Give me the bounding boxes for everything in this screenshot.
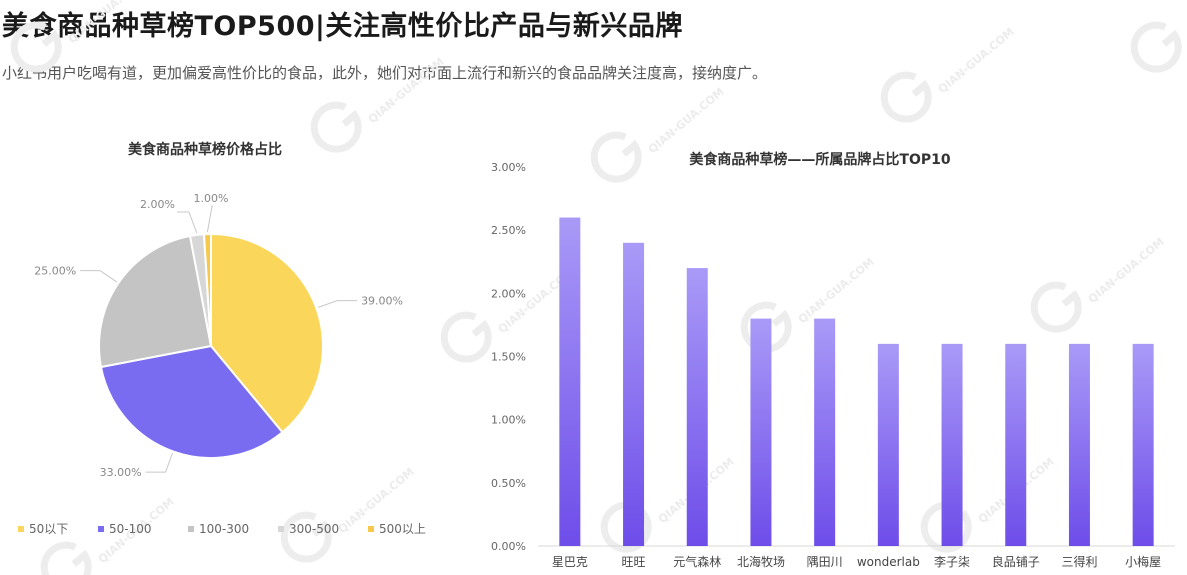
pie-legend-item: 100-300 (188, 522, 249, 536)
bar-x-tick-label: 李子柒 (934, 554, 970, 569)
watermark-text: QIAN-GUA.COM (796, 255, 877, 326)
page-title: 美食商品种草榜TOP500|关注高性价比产品与新兴品牌 (2, 11, 683, 42)
watermark-text: QIAN-GUA.COM (936, 25, 1017, 96)
bar-x-tick-label: 星巴克 (552, 555, 588, 569)
legend-label: 500以上 (379, 522, 426, 536)
pie-data-label: 2.00% (140, 198, 175, 211)
bar (1068, 343, 1090, 546)
bar-x-tick-label: wonderlab (857, 555, 920, 569)
pie-legend-item: 50-100 (98, 522, 152, 536)
pie-legend-item: 300-500 (278, 522, 339, 536)
bar (1132, 343, 1154, 546)
bar-y-tick-label: 0.50% (491, 477, 526, 490)
page-subtitle: 小红书用户吃喝有道，更加偏爱高性价比的食品，此外，她们对市面上流行和新兴的食品品… (2, 64, 768, 82)
bar-chart-title: 美食商品种草榜——所属品牌占比TOP10 (689, 151, 950, 168)
pie-legend: 50以下 50-100 100-300 300-500 500以上 (18, 522, 426, 536)
pie-legend-item: 50以下 (18, 522, 68, 536)
watermark-text: QIAN-GUA.COM (1086, 235, 1167, 306)
bar-y-tick-label: 1.00% (491, 414, 526, 427)
bar-y-tick-label: 1.50% (491, 351, 526, 364)
pie-leader-line (145, 453, 173, 473)
bar-y-tick-label: 2.50% (491, 224, 526, 237)
watermark: QIAN-GUA.COM (310, 55, 447, 153)
pie-leader-line (206, 205, 213, 233)
bar-y-tick-label: 3.00% (491, 161, 526, 174)
bar-x-tick-label: 三得利 (1061, 554, 1097, 569)
pie-chart-title: 美食商品种草榜价格占比 (128, 141, 282, 158)
watermark-text: QIAN-GUA.COM (366, 55, 447, 126)
bar (877, 343, 899, 546)
watermark: QIAN-GUA.COM (10, 0, 147, 73)
watermark: QIAN-GUA.COM (280, 465, 417, 563)
pie-data-label: 33.00% (100, 466, 142, 479)
pie-data-label: 39.00% (361, 295, 403, 308)
price-share-pie-chart: 美食商品种草榜价格占比 39.00% 33.00% 25.00% 2.00% 1.00%… (18, 141, 426, 536)
legend-swatch (278, 526, 284, 532)
legend-label: 50以下 (29, 522, 68, 536)
legend-swatch (188, 526, 194, 532)
pie-data-label: 25.00% (34, 265, 76, 278)
bar-x-tick-label: 隅田川 (807, 555, 843, 569)
bar (814, 318, 836, 546)
pie-legend-item: 500以上 (368, 522, 426, 536)
pie-leader-line (318, 300, 358, 308)
pie-slice (210, 232, 324, 434)
bar (941, 343, 963, 546)
pie-leader-line (177, 211, 198, 234)
watermark: QIAN-GUA.COM (920, 455, 1057, 553)
pie-data-label: 1.00% (194, 192, 229, 205)
bar-x-tick-label: 元气森林 (673, 554, 721, 569)
bar-x-tick-label: 良品铺子 (992, 554, 1040, 569)
legend-label: 100-300 (199, 522, 249, 536)
legend-label: 300-500 (289, 522, 339, 536)
bar (559, 217, 581, 547)
pie-slice (99, 344, 284, 459)
pie-leader-line (80, 270, 117, 283)
bar (750, 318, 772, 546)
legend-swatch (98, 526, 104, 532)
bar (686, 268, 708, 546)
pie-slice (98, 234, 213, 369)
watermark: QIAN-GUA.COM (1030, 235, 1167, 333)
bar-y-tick-label: 2.00% (491, 287, 526, 300)
brand-share-bar-chart: 美食商品种草榜——所属品牌占比TOP10 0.00% 0.50% 1.00% 1.50… (491, 151, 1175, 569)
bar (1005, 343, 1027, 546)
legend-label: 50-100 (109, 522, 152, 536)
watermark: QIAN-GUA.COM (590, 85, 727, 183)
watermark: QIAN-GUA.COM (880, 25, 1017, 123)
legend-swatch (18, 526, 24, 532)
bar-x-tick-label: 旺旺 (622, 555, 646, 569)
watermark-text: QIAN-GUA.COM (66, 0, 147, 46)
bar (623, 242, 645, 547)
watermark-text: QIAN-GUA.COM (646, 85, 727, 156)
watermark: QIAN-GUA.COM (1130, 0, 1187, 73)
pie-slice (202, 232, 212, 347)
legend-swatch (368, 526, 374, 532)
bar-y-tick-label: 0.00% (491, 540, 526, 553)
bar-x-tick-label: 北海牧场 (737, 554, 785, 569)
bar-x-tick-label: 小梅屋 (1125, 554, 1161, 569)
watermark: QIAN-GUA.COM (600, 455, 737, 553)
